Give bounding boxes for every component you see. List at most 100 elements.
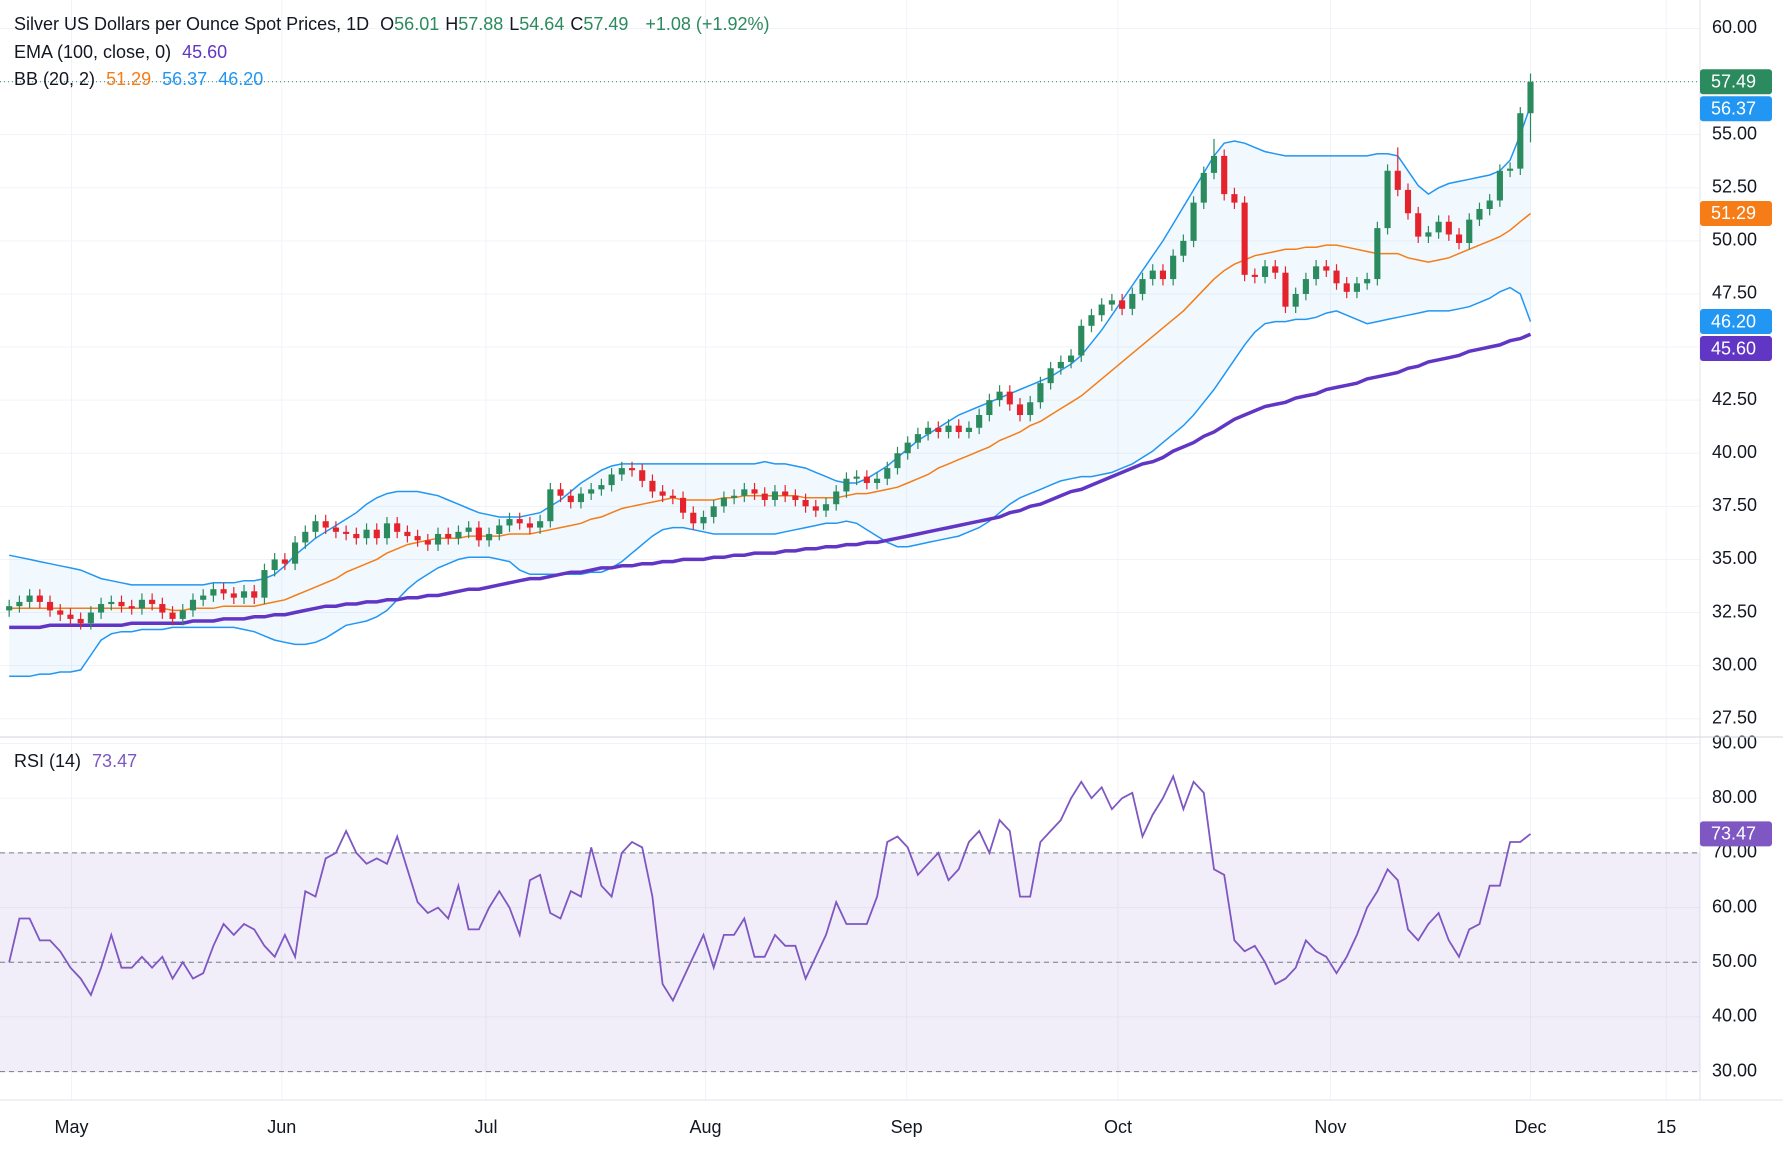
candle-body	[1292, 293, 1299, 307]
y-tick-label: 55.00	[1712, 123, 1757, 143]
candle-body	[1343, 283, 1350, 292]
candle-body	[1476, 208, 1483, 220]
candle-body	[77, 618, 84, 624]
candle-body	[1394, 170, 1401, 190]
candle-body	[884, 468, 891, 479]
price-tag	[1700, 336, 1772, 362]
x-tick-label: Aug	[690, 1117, 722, 1137]
price-tag-label: 56.37	[1711, 99, 1756, 119]
candle-body	[1323, 266, 1330, 271]
y-tick-label: 50.00	[1712, 230, 1757, 250]
candle-body	[1415, 213, 1422, 237]
candle-body	[812, 506, 819, 511]
candle-body	[1251, 274, 1258, 277]
candle-body	[16, 601, 23, 607]
candle-body	[1231, 194, 1238, 203]
candle-body	[935, 427, 942, 433]
y-tick-label: 32.50	[1712, 601, 1757, 621]
candle-body	[526, 523, 533, 528]
candle-body	[1353, 283, 1360, 292]
candle-body	[1302, 279, 1309, 294]
candle-body	[802, 499, 809, 507]
candle-body	[1527, 81, 1534, 114]
candle-body	[1139, 279, 1146, 294]
ohlc-value: 56.01	[394, 14, 440, 34]
candle-body	[1108, 300, 1115, 305]
candle-body	[782, 491, 789, 496]
candle-body	[741, 489, 748, 496]
candle-body	[1507, 168, 1514, 171]
candle-body	[1384, 170, 1391, 229]
candle-body	[1088, 315, 1095, 326]
candle-body	[373, 529, 380, 539]
candle-body	[577, 493, 585, 503]
candle-body	[1078, 325, 1085, 356]
candle-body	[179, 610, 186, 619]
bb-label: BB (20, 2)	[14, 69, 96, 89]
ema-label: EMA (100, close, 0)	[14, 42, 172, 62]
candle-body	[965, 427, 973, 433]
candle-body	[455, 531, 462, 539]
x-tick-label: Nov	[1314, 1117, 1346, 1137]
price-tag-label: 45.60	[1711, 338, 1756, 358]
candle-body	[281, 559, 288, 564]
candle-body	[955, 425, 962, 433]
candle-body	[1486, 200, 1493, 209]
candle-body	[1119, 300, 1126, 309]
candle-body	[98, 604, 105, 613]
candle-body	[1404, 189, 1412, 214]
candle-body	[1221, 155, 1228, 195]
candle-body	[1272, 266, 1279, 273]
rsi-legend: RSI (14) 73.47	[14, 751, 143, 772]
ohlc-item: L54.64	[509, 14, 564, 34]
candle-body	[608, 474, 615, 486]
candle-body	[720, 497, 727, 507]
candle-body	[1027, 402, 1034, 416]
candle-body	[649, 480, 656, 492]
candle-body	[822, 504, 830, 511]
candle-body	[1159, 270, 1167, 280]
candle-body	[26, 595, 33, 602]
candle-body	[1455, 234, 1463, 243]
price-tag	[1700, 69, 1772, 95]
bb-basis-value: 51.29	[106, 69, 152, 89]
rsi-label: RSI (14)	[14, 751, 82, 771]
candle-body	[1261, 266, 1269, 277]
candle-body	[57, 610, 64, 615]
candle-body	[332, 527, 339, 532]
candle-body	[598, 485, 605, 490]
candle-body	[271, 559, 278, 571]
candle-body	[1364, 279, 1371, 284]
y-tick-label: 40.00	[1712, 442, 1757, 462]
candle-body	[557, 489, 564, 496]
ohlc-item: C57.49	[570, 14, 628, 34]
candle-body	[690, 512, 697, 524]
candle-body	[1200, 172, 1207, 203]
candle-body	[1241, 202, 1248, 275]
candle-body	[588, 489, 595, 494]
bb-legend: BB (20, 2) 51.29 56.37 46.20	[14, 69, 269, 90]
price-tag-label: 46.20	[1711, 311, 1756, 331]
candle-body	[394, 523, 401, 532]
candle-body	[945, 425, 952, 433]
y-tick-label: 35.00	[1712, 548, 1757, 568]
candle-body	[1098, 304, 1105, 316]
candle-body	[1466, 219, 1473, 243]
candle-body	[1149, 270, 1156, 280]
candle-body	[986, 400, 993, 416]
ema-value: 45.60	[182, 42, 228, 62]
candle-body	[1180, 240, 1187, 256]
candle-body	[6, 606, 13, 611]
candle-body	[1333, 270, 1340, 284]
candle-body	[914, 434, 921, 443]
candle-body	[496, 525, 503, 534]
candle-body	[475, 527, 482, 541]
candle-body	[1282, 272, 1289, 307]
candle-body	[792, 495, 799, 500]
y-tick-label: 42.50	[1712, 389, 1757, 409]
ema-legend: EMA (100, close, 0) 45.60	[14, 42, 233, 63]
candle-body	[404, 531, 411, 537]
price-tag	[1700, 309, 1772, 335]
